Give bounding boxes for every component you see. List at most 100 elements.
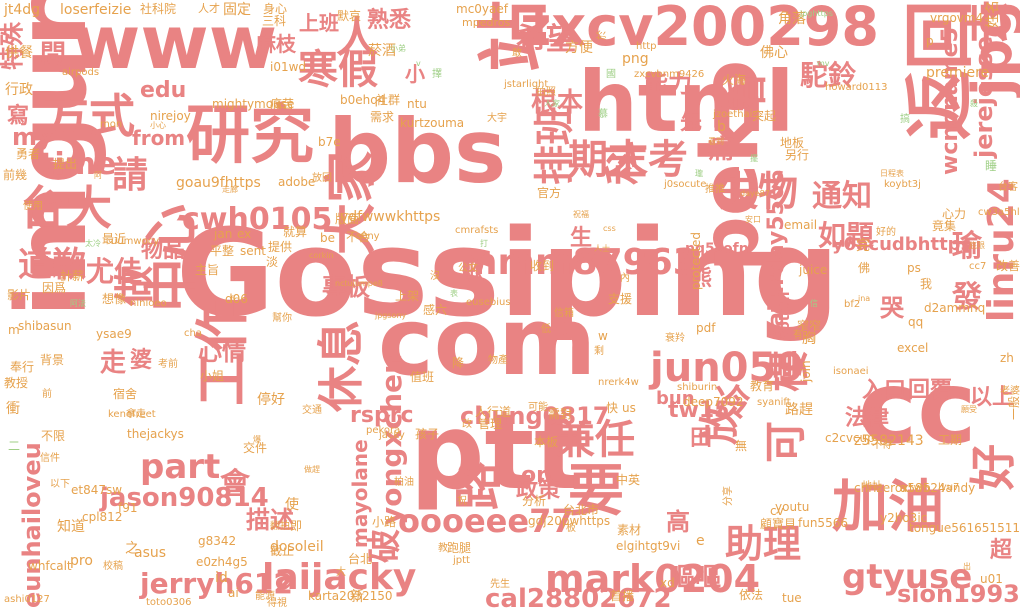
word-199: zh xyxy=(1000,351,1014,365)
word-255: dosoleil xyxy=(270,539,324,555)
word-148: 另行 xyxy=(785,148,810,162)
word-314: 考前 xyxy=(158,359,178,370)
word-289: 佛 xyxy=(858,261,871,275)
word-160: jan xyxy=(214,227,233,241)
word-170: uumwocy xyxy=(111,236,160,247)
word-260: tongue561651511 xyxy=(909,521,1020,535)
word-354: jpgsony xyxy=(375,311,407,320)
word-112: loserfeizie xyxy=(60,2,132,18)
word-27: 寒假 xyxy=(298,47,378,93)
word-344: 走廊 xyxy=(222,185,238,194)
word-334: 推推 xyxy=(705,184,725,195)
word-120: mpedros xyxy=(462,16,511,29)
word-109: vots1f xyxy=(777,290,793,340)
word-182: nlnloeo xyxy=(130,298,167,309)
word-114: 人才 xyxy=(198,2,220,15)
word-93: 先 xyxy=(680,110,703,135)
word-306: 前 xyxy=(42,389,52,400)
word-325: 祝 xyxy=(457,496,467,507)
word-185: 感六 xyxy=(423,303,448,317)
word-89: 嘔嘔 xyxy=(669,563,722,593)
word-130: zxcvbnm9426 xyxy=(634,69,705,80)
word-55: 請 xyxy=(112,155,149,196)
word-123: 供餐 xyxy=(5,45,33,61)
word-205: shiburin xyxy=(677,382,718,393)
word-277: png xyxy=(622,51,649,67)
word-167: 提供 xyxy=(268,240,293,254)
word-78: jerejesse xyxy=(970,36,998,158)
word-102: 專板 xyxy=(322,273,370,301)
word-142: kurtzouma xyxy=(400,116,465,130)
word-65: 希望 xyxy=(516,22,576,57)
word-359: 睡 xyxy=(985,159,998,173)
word-312: 公文 xyxy=(458,263,478,274)
word-235: 分析 xyxy=(522,494,547,508)
word-5: www xyxy=(72,0,278,86)
word-345: 安口 xyxy=(745,215,761,224)
word-73: 描述 xyxy=(246,506,294,534)
word-99: 物品 xyxy=(141,238,186,263)
word-363: 二 xyxy=(8,439,21,453)
word-12: 研究 xyxy=(186,99,314,173)
word-106: 問 xyxy=(40,40,67,70)
word-147: 地板 xyxy=(780,136,805,150)
word-87: 政策 xyxy=(516,478,561,503)
word-172: 計薪 xyxy=(60,269,85,283)
word-86: 回覆 xyxy=(908,378,953,403)
word-281: p xyxy=(926,34,934,48)
word-58: 人 xyxy=(336,13,379,62)
word-279: 敢 xyxy=(512,48,522,59)
word-299: jacky xyxy=(379,430,405,441)
word-358: jpghttps xyxy=(800,9,833,18)
word-132: 佛心 xyxy=(760,45,788,61)
word-237: a58524andy xyxy=(900,481,976,495)
word-21: mark0204 xyxy=(545,557,761,601)
word-124: 行政 xyxy=(5,82,33,98)
word-136: b0ehq4 xyxy=(340,93,386,107)
word-101: 婆 xyxy=(130,348,153,373)
word-75: 超 xyxy=(990,538,1013,563)
word-59: 會 xyxy=(220,467,250,502)
word-84: 法律 xyxy=(845,406,890,431)
word-239: lyu7 xyxy=(938,482,960,493)
word-137: 社群 xyxy=(376,93,401,107)
word-238: chrizeroxtwo xyxy=(854,481,931,495)
word-288: 胸 xyxy=(802,331,816,347)
word-4: cc xyxy=(858,349,977,466)
word-134: 姓名 xyxy=(985,0,1001,28)
word-61: 破 xyxy=(365,529,405,563)
word-262: toto0306 xyxy=(146,597,192,608)
word-233: f91 xyxy=(118,501,138,515)
word-45: 科 xyxy=(601,141,652,185)
word-342: koybt3j xyxy=(884,179,921,190)
word-212: 需對 xyxy=(548,407,573,421)
word-346: 人士 xyxy=(594,244,610,253)
word-94: 熊 xyxy=(690,266,713,291)
word-203: 降 xyxy=(452,356,465,370)
word-49: jerryh612 xyxy=(140,567,293,600)
word-241: 知道 xyxy=(57,519,85,535)
word-287: 完 xyxy=(856,238,870,254)
word-47: cal28802672 xyxy=(485,584,672,612)
word-23: linru24 xyxy=(981,178,1020,322)
word-140: 突起 xyxy=(752,109,777,123)
word-231: 以下 xyxy=(50,479,70,490)
word-70: 麻枝 xyxy=(256,32,296,56)
word-2: ptt xyxy=(410,391,584,513)
word-48: jason90814 xyxy=(100,483,269,513)
word-155: j0socute xyxy=(664,179,707,190)
word-280: 於 xyxy=(597,30,608,40)
word-267: 先生 xyxy=(490,579,510,590)
word-271: u01 xyxy=(980,572,1003,586)
word-158: vdfwwwkhttps xyxy=(340,209,441,225)
word-309: 低 xyxy=(541,324,551,335)
word-201: 宿舍 xyxy=(113,387,138,401)
word-72: 心情 xyxy=(198,338,246,366)
word-36: oooeee77 xyxy=(398,502,574,540)
word-340: 看到 xyxy=(708,137,724,146)
word-192: 奉行 xyxy=(10,360,35,374)
word-163: 版面 xyxy=(335,212,360,226)
word-108: mayolane xyxy=(348,439,372,548)
word-30: 助理 xyxy=(725,522,802,566)
word-85: 入口 xyxy=(862,378,907,403)
